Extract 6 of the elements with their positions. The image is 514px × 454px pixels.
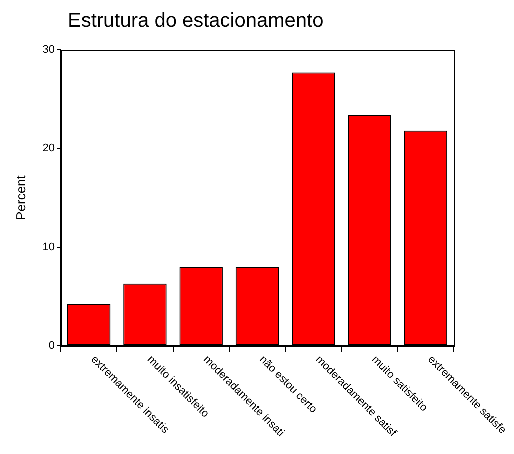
y-tick-label: 30 (42, 44, 55, 56)
y-tick-label: 0 (48, 340, 55, 352)
y-axis-title: Percent (13, 175, 28, 220)
chart-title: Estrutura do estacionamento (68, 10, 324, 33)
y-tick-label: 10 (42, 241, 55, 254)
y-tick-label: 20 (42, 142, 55, 155)
